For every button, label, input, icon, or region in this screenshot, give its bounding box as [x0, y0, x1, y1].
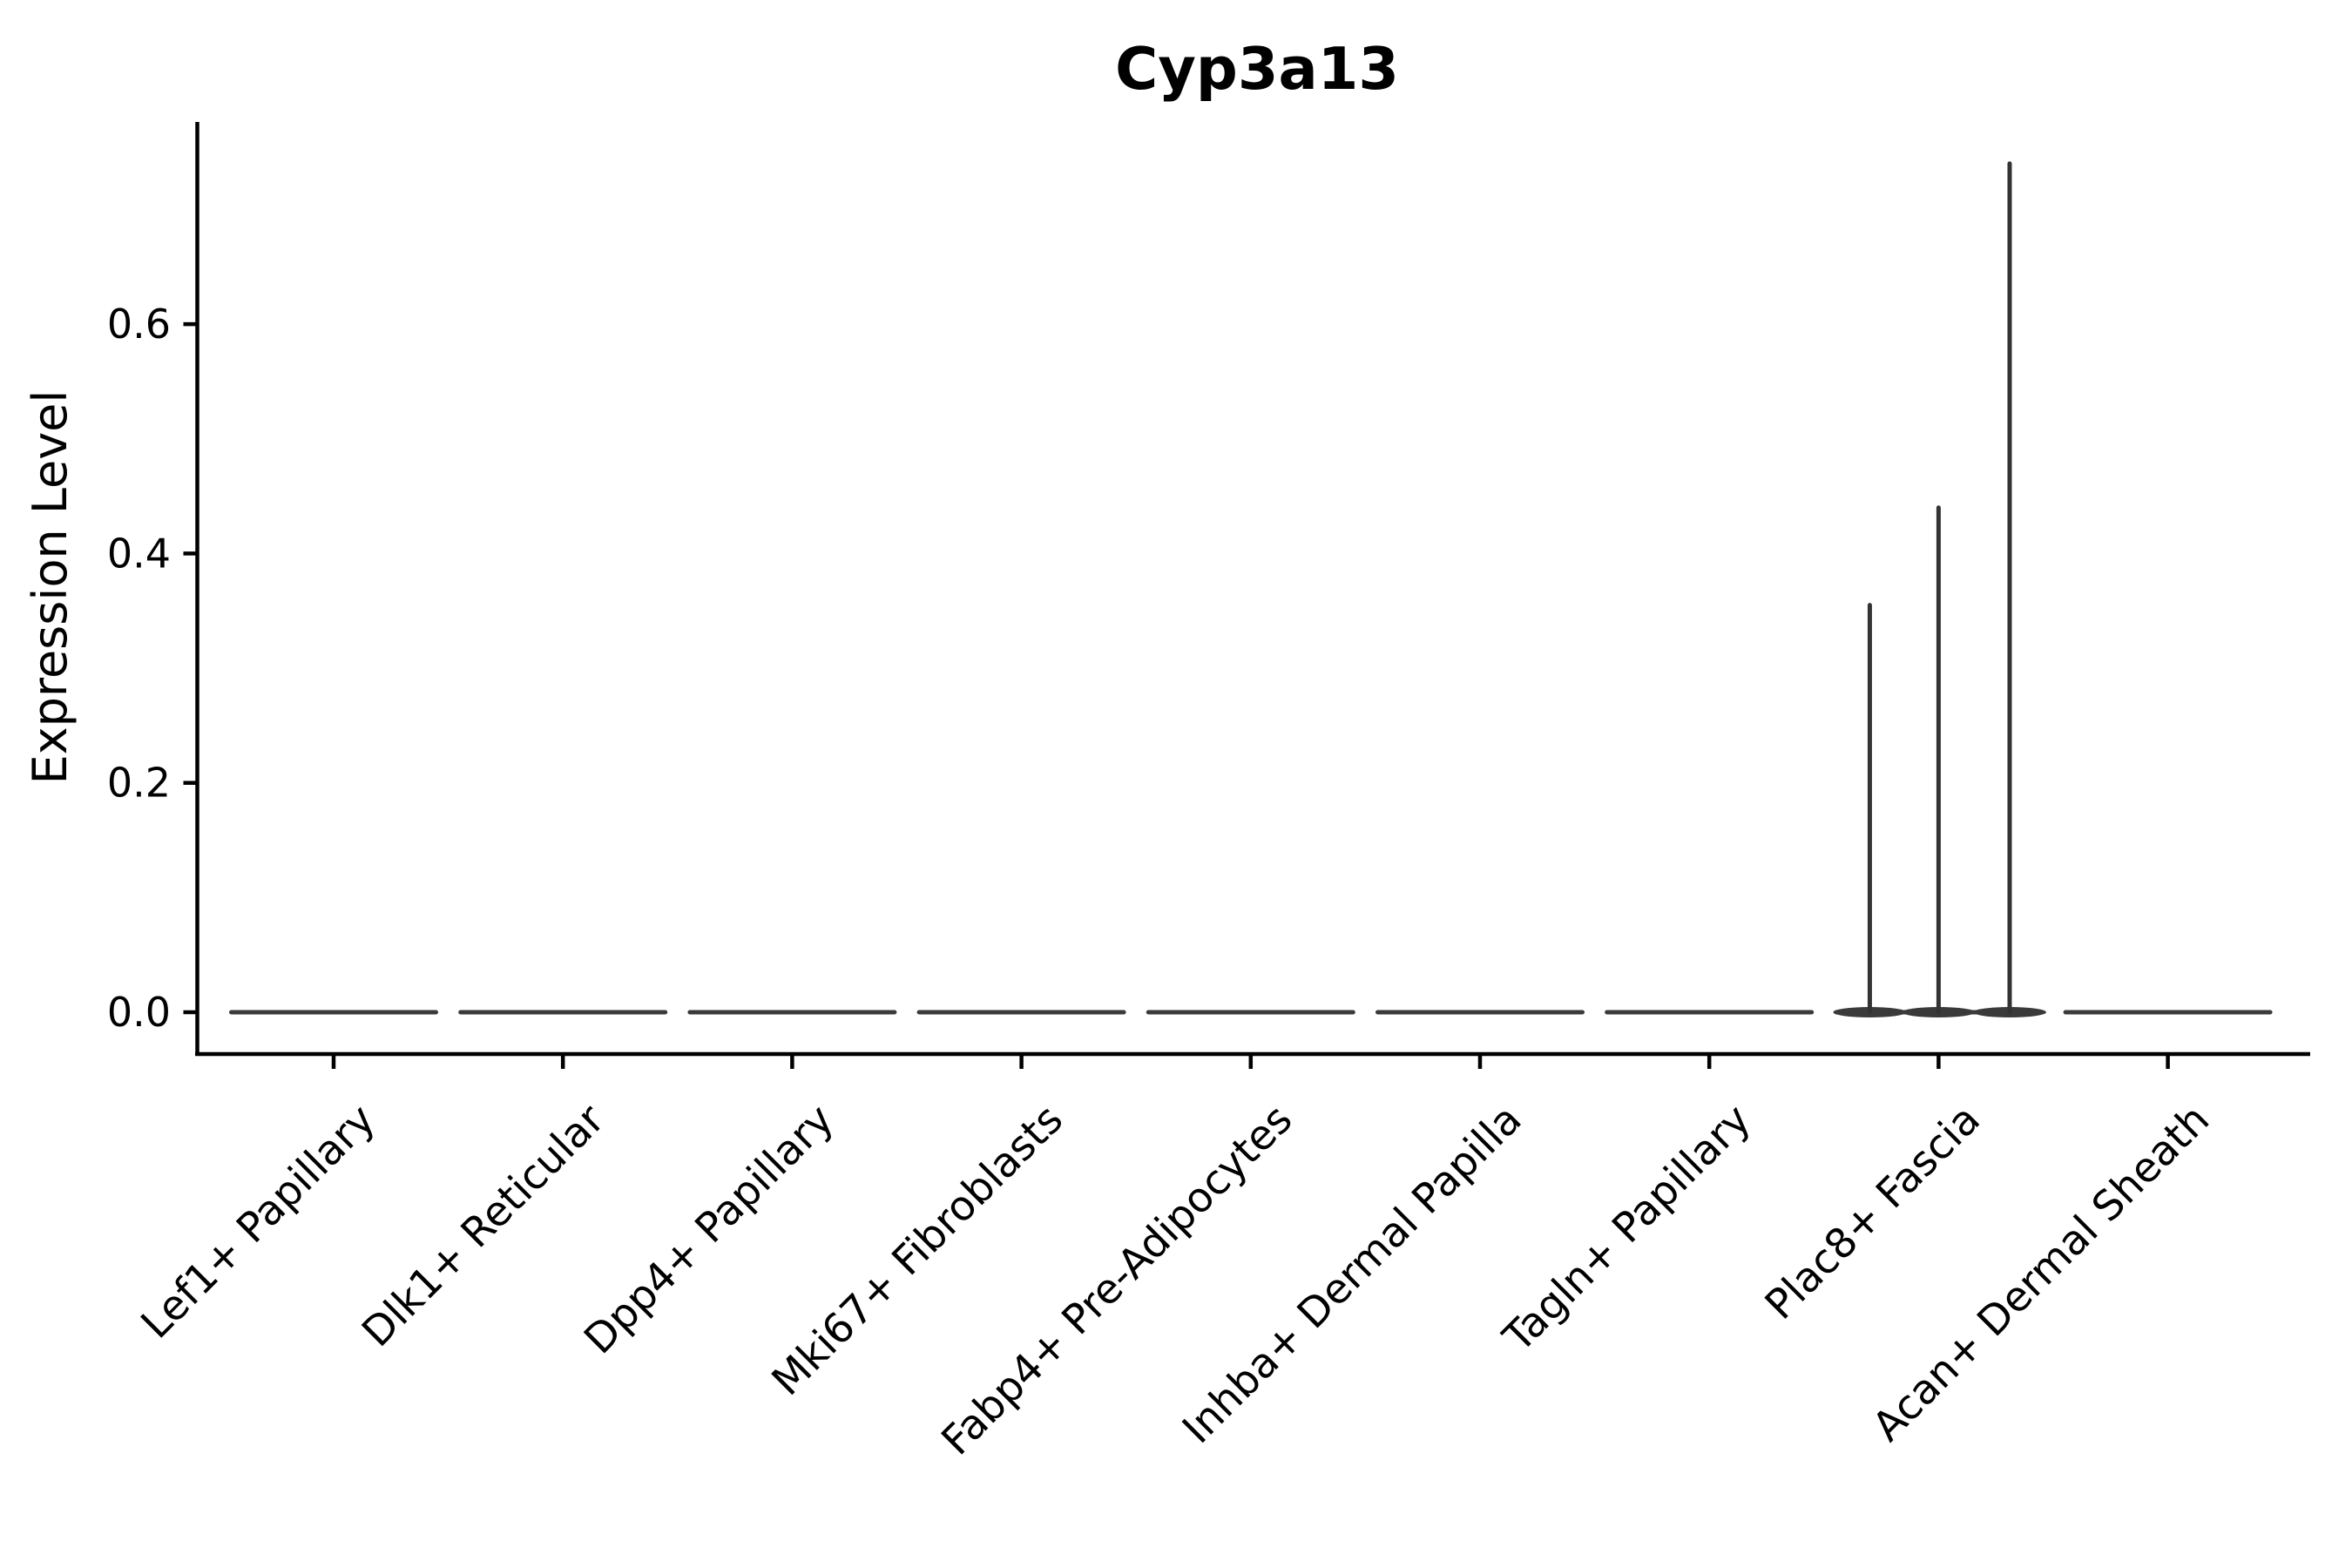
x-tick-label: Tagln+ Papillary — [1494, 1096, 1761, 1362]
x-tick-label: Dpp4+ Papillary — [575, 1096, 843, 1364]
y-tick-label: 0.0 — [107, 989, 171, 1036]
y-axis-label: Expression Level — [23, 390, 78, 785]
x-tick-label: Plac8+ Fascia — [1756, 1096, 1990, 1329]
y-tick-label: 0.2 — [107, 760, 171, 807]
chart-title: Cyp3a13 — [1115, 35, 1399, 103]
x-tick-label: Dlk1+ Reticular — [353, 1095, 614, 1356]
y-tick-label: 0.6 — [107, 301, 171, 348]
axes-layer — [183, 122, 2310, 1069]
violins-layer — [229, 161, 2273, 1017]
y-tick-label: 0.4 — [107, 530, 171, 577]
x-tick-label: Lef1+ Papillary — [132, 1096, 385, 1348]
